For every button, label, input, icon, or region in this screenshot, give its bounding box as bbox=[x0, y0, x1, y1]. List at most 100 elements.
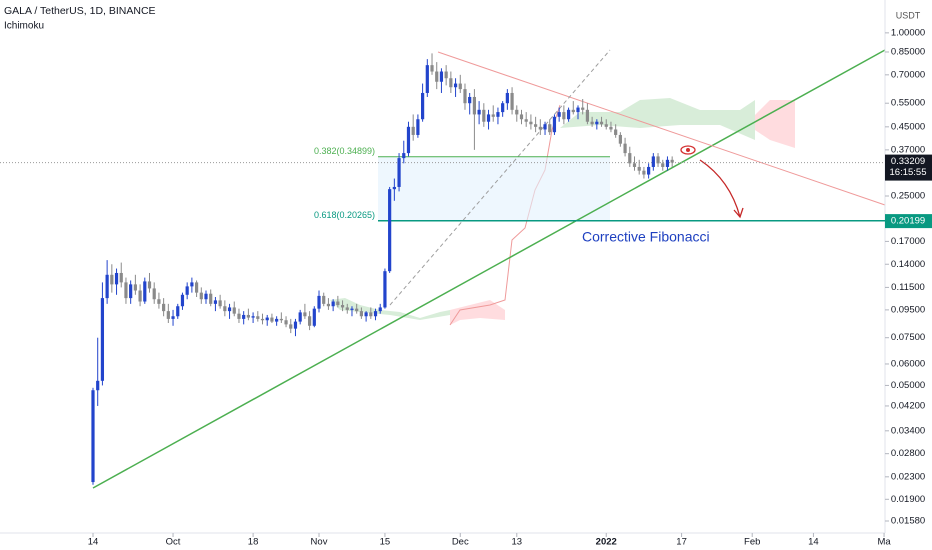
candle-body bbox=[105, 274, 109, 299]
y-tick-label: 0.05000 bbox=[891, 380, 925, 391]
candle-body bbox=[571, 109, 575, 113]
candle-body bbox=[557, 112, 561, 117]
candle-body bbox=[538, 126, 542, 130]
y-tick-label: 0.03400 bbox=[891, 425, 925, 436]
candle-body bbox=[270, 317, 274, 322]
y-tick-label: 0.45000 bbox=[891, 121, 925, 132]
candle-body bbox=[246, 314, 250, 318]
candle-body bbox=[326, 303, 331, 307]
y-tick-label: 0.85000 bbox=[891, 46, 925, 57]
y-tick-label: 0.17000 bbox=[891, 236, 925, 247]
ichimoku-cloud bbox=[330, 298, 450, 320]
eye-icon bbox=[680, 145, 696, 155]
candle-body bbox=[96, 380, 100, 391]
y-tick-label: 0.01900 bbox=[891, 494, 925, 505]
candle-body bbox=[430, 65, 434, 72]
candle-body bbox=[157, 299, 161, 304]
candle-body bbox=[218, 300, 222, 307]
candle-body bbox=[661, 163, 665, 167]
candle-body bbox=[359, 311, 363, 317]
candle-body bbox=[628, 153, 632, 164]
candle-body bbox=[604, 124, 608, 127]
candle-body bbox=[623, 143, 627, 154]
candle-body bbox=[566, 109, 571, 120]
candle-body bbox=[581, 107, 585, 110]
y-tick-label: 0.70000 bbox=[891, 69, 925, 80]
candle-body bbox=[501, 103, 505, 113]
candle-body bbox=[322, 295, 326, 304]
ichimoku-cloud bbox=[450, 300, 505, 325]
arrow-head bbox=[733, 207, 744, 219]
candle-body bbox=[397, 158, 401, 187]
x-tick-label: Dec bbox=[452, 537, 469, 548]
x-tick-label: Oct bbox=[166, 537, 181, 548]
candle-body bbox=[317, 295, 321, 309]
candle-body bbox=[590, 121, 594, 125]
candle-body bbox=[369, 312, 373, 317]
candle-body bbox=[486, 114, 491, 122]
lagging-span bbox=[449, 104, 561, 326]
candle-body bbox=[458, 83, 462, 90]
candle-body bbox=[166, 311, 170, 319]
y-tick-label: 0.06000 bbox=[891, 358, 925, 369]
candle-body bbox=[289, 324, 293, 329]
x-tick-label: Ma bbox=[877, 537, 891, 548]
chart-title: GALA / TetherUS, 1D, BINANCE bbox=[4, 5, 156, 17]
candle-body bbox=[411, 126, 415, 135]
candle-body bbox=[383, 271, 387, 308]
y-tick-label: 0.02300 bbox=[891, 471, 925, 482]
ichimoku-cloud bbox=[560, 98, 755, 140]
candle-body bbox=[614, 129, 618, 135]
candle-body bbox=[519, 114, 524, 120]
candle-body bbox=[114, 272, 119, 285]
candle-body bbox=[651, 156, 655, 167]
y-tick-label: 0.04200 bbox=[891, 400, 925, 411]
candle-body bbox=[425, 65, 429, 93]
candle-body bbox=[152, 288, 156, 300]
fib-zone bbox=[378, 157, 610, 220]
candle-body bbox=[284, 320, 288, 325]
candle-body bbox=[213, 300, 218, 304]
candle-body bbox=[637, 166, 641, 171]
candle-body bbox=[548, 124, 552, 133]
arrow bbox=[699, 159, 741, 218]
trend-line bbox=[92, 49, 886, 489]
candle-body bbox=[585, 109, 590, 122]
x-tick-label: 17 bbox=[676, 537, 687, 548]
candle-body bbox=[303, 312, 307, 317]
candle-body bbox=[468, 96, 472, 104]
candle-body bbox=[340, 305, 345, 308]
y-tick-label: 0.55000 bbox=[891, 98, 925, 109]
candle-body bbox=[124, 282, 128, 299]
annotation: Corrective Fibonacci bbox=[582, 229, 710, 245]
candle-body bbox=[609, 126, 613, 130]
candle-body bbox=[642, 170, 646, 175]
candle-body bbox=[453, 83, 458, 88]
candle-body bbox=[110, 274, 114, 285]
candle-body bbox=[100, 298, 105, 381]
y-tick-label: 1.00000 bbox=[891, 27, 925, 38]
candle-body bbox=[491, 114, 495, 117]
candle-body bbox=[307, 316, 312, 326]
y-tick-label: 0.37000 bbox=[891, 144, 925, 155]
candle-body bbox=[204, 293, 208, 300]
candle-body bbox=[444, 71, 448, 79]
candle-body bbox=[510, 92, 514, 110]
fib-label: 0.382(0.34899) bbox=[314, 146, 375, 156]
eye-icon bbox=[686, 148, 690, 152]
candle-body bbox=[129, 284, 133, 299]
candle-body bbox=[176, 306, 180, 317]
x-tick-label: 14 bbox=[88, 537, 99, 548]
candle-body bbox=[378, 307, 382, 312]
candle-body bbox=[180, 294, 185, 307]
x-tick-label: 13 bbox=[511, 537, 522, 548]
candle-body bbox=[331, 301, 335, 307]
candle-body bbox=[670, 159, 674, 163]
x-tick-label: Nov bbox=[311, 537, 328, 548]
x-tick-label: 2022 bbox=[596, 537, 617, 548]
candle-body bbox=[275, 318, 279, 322]
candle-body bbox=[185, 286, 189, 295]
candle-body bbox=[345, 307, 349, 310]
candle-body bbox=[223, 306, 227, 312]
level-price-label: 0.20199 bbox=[891, 216, 925, 227]
